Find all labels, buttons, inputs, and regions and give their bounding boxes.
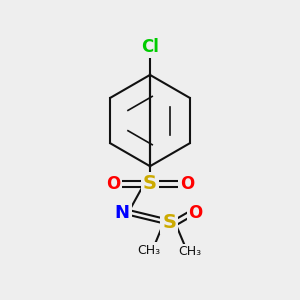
Text: O: O — [106, 175, 120, 193]
Text: N: N — [115, 204, 130, 222]
Text: S: S — [162, 213, 176, 232]
Text: O: O — [188, 204, 203, 222]
Text: CH₃: CH₃ — [178, 245, 201, 258]
Text: O: O — [180, 175, 194, 193]
Text: S: S — [143, 174, 157, 194]
Text: Cl: Cl — [141, 38, 159, 56]
Text: CH₃: CH₃ — [137, 244, 160, 256]
